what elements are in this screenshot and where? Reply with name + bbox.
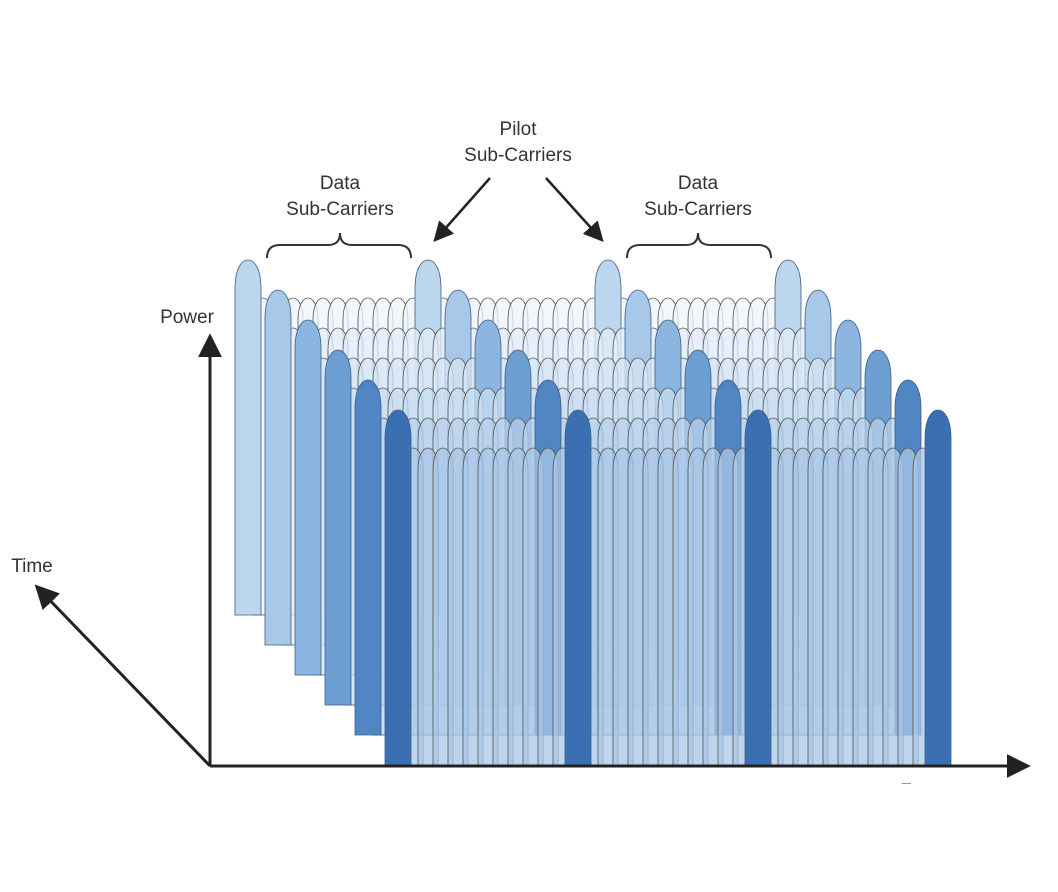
sub-carrier [564,409,592,766]
data-label: Sub-Carriers [644,199,752,220]
pilot-label: Pilot [500,119,538,140]
sub-carrier [744,409,772,766]
pilot-label: Sub-Carriers [464,145,572,166]
pilot-arrow [545,177,604,242]
data-label: Data [320,173,361,194]
data-label: Sub-Carriers [286,199,394,220]
sub-carrier [924,409,952,766]
sub-carrier [294,319,322,676]
sub-carrier [354,379,382,736]
data-label: Data [678,173,719,194]
time-axis [34,584,212,768]
sub-carrier [264,289,292,646]
frequency-label: Frequency [900,781,990,802]
power-label: Power [160,307,215,328]
pilot-arrow [433,177,491,242]
sub-carrier-spectrum [234,259,952,766]
time-label: Time [11,556,53,577]
sub-carrier [384,409,412,766]
brace [266,232,412,259]
sub-carrier [234,259,262,616]
brace [626,232,772,259]
sub-carrier [324,349,352,706]
